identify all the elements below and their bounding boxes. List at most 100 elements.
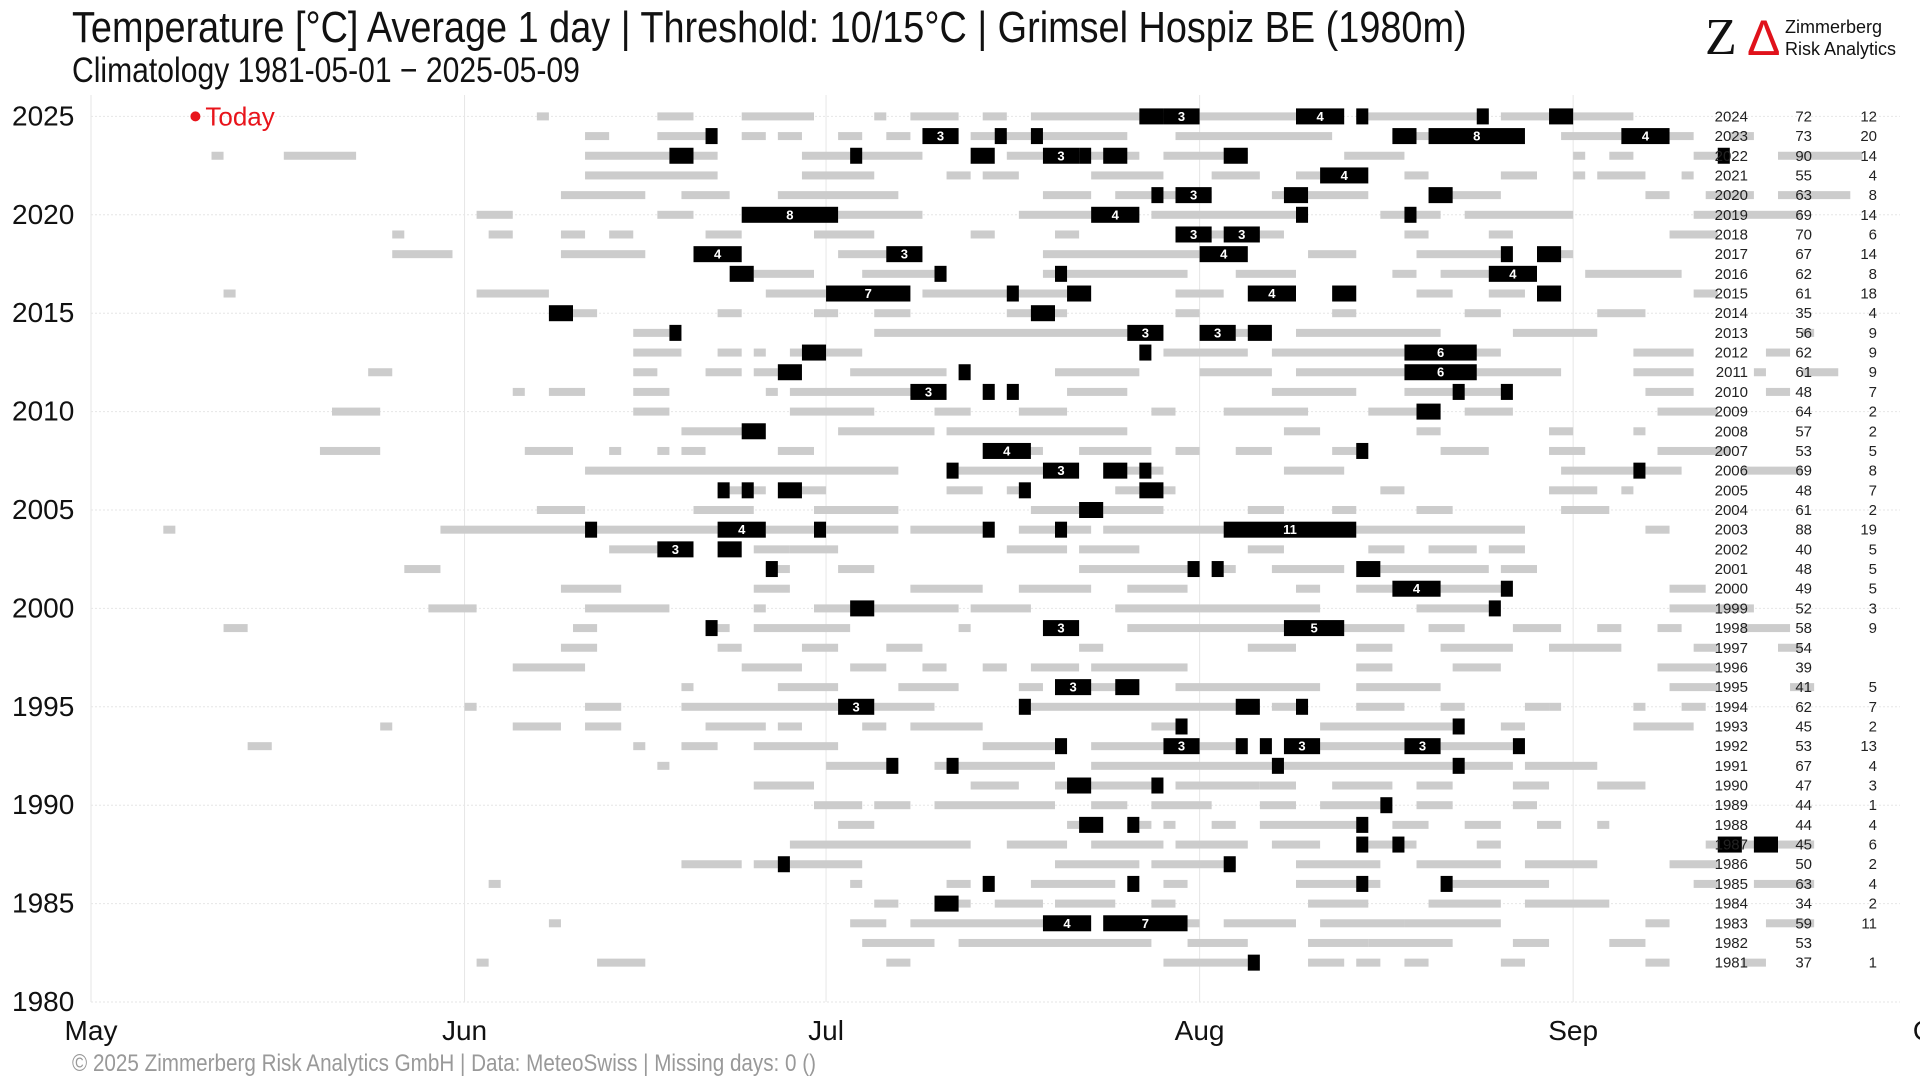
gray-bar <box>1464 407 1513 416</box>
gray-bar <box>814 230 875 239</box>
row-year-label: 2011 <box>1716 364 1748 381</box>
gray-bar <box>946 171 971 180</box>
gray-bar <box>681 446 706 455</box>
run-length-label: 4 <box>1413 581 1421 596</box>
row-year-label: 2010 <box>1715 384 1748 401</box>
black-bar <box>1488 600 1501 617</box>
gray-bar <box>1512 781 1550 790</box>
gray-bar <box>1030 702 1260 711</box>
gray-bar <box>705 230 742 239</box>
gray-bar <box>1633 348 1694 357</box>
black-bar <box>693 246 742 263</box>
gray-bar <box>1055 899 1116 908</box>
row-count-10: 57 <box>1795 423 1812 440</box>
row-year-label: 2022 <box>1715 148 1748 165</box>
gray-bar <box>958 466 1055 475</box>
run-length-label: 5 <box>1310 621 1317 636</box>
black-bar <box>946 462 959 479</box>
gray-bar <box>1404 919 1501 928</box>
gray-bar <box>1561 466 1682 475</box>
gray-bar <box>657 112 694 121</box>
gray-bar <box>1549 427 1574 436</box>
row-count-15: 2 <box>1869 423 1877 440</box>
gray-bar <box>512 722 561 731</box>
row-year-label: 1985 <box>1715 876 1748 893</box>
black-bar <box>814 521 827 538</box>
gray-bar <box>1597 309 1646 318</box>
gray-bar <box>1055 368 1140 377</box>
row-count-10: 70 <box>1795 226 1812 243</box>
gray-bar <box>777 191 899 200</box>
black-bar <box>1452 718 1465 735</box>
gray-bar <box>1802 328 1815 337</box>
gray-bar <box>1693 879 1718 888</box>
gray-bar <box>1705 191 1754 200</box>
gray-bar <box>1561 132 1622 141</box>
black-bar <box>777 482 802 499</box>
gray-bar <box>910 722 983 731</box>
gray-bar <box>814 801 863 810</box>
gray-bar <box>1488 230 1513 239</box>
gray-bar <box>1006 840 1068 849</box>
gray-bar <box>1669 604 1754 613</box>
run-length-label: 3 <box>1142 325 1149 340</box>
gray-bar <box>982 663 1007 672</box>
row-year-label: 2018 <box>1715 226 1748 243</box>
gray-bar <box>801 643 839 652</box>
black-bar <box>1283 187 1309 204</box>
gray-bar <box>789 840 971 849</box>
gray-bar <box>681 742 718 751</box>
black-bar <box>1079 816 1104 833</box>
row-count-15: 19 <box>1860 522 1877 539</box>
gray-bar <box>1693 210 1803 219</box>
gray-bar <box>633 328 670 337</box>
row-count-15: 11 <box>1861 915 1877 932</box>
y-tick-label: 2025 <box>12 100 74 131</box>
gray-bar <box>1765 919 1815 928</box>
gray-bar <box>585 702 622 711</box>
gray-bar <box>789 545 839 554</box>
black-bar <box>801 344 827 361</box>
gray-bar <box>1500 958 1525 967</box>
gray-bar <box>922 663 947 672</box>
gray-bar <box>1175 309 1200 318</box>
gray-bar <box>970 781 1019 790</box>
gray-bar <box>1404 230 1429 239</box>
gray-bar <box>753 624 851 633</box>
black-bar <box>1404 344 1477 361</box>
row-count-15: 3 <box>1869 778 1877 795</box>
gray-bar <box>1018 210 1140 219</box>
black-bar <box>1199 246 1248 263</box>
gray-bar <box>753 860 790 869</box>
row-count-15: 9 <box>1869 345 1877 362</box>
black-bar <box>669 147 694 164</box>
y-tick-label: 2020 <box>12 199 74 230</box>
gray-bar <box>753 584 790 593</box>
gray-bar <box>657 210 694 219</box>
gray-bar <box>1175 446 1200 455</box>
run-length-label: 4 <box>1003 443 1011 458</box>
run-length-label: 8 <box>786 207 793 222</box>
black-bar <box>1512 738 1525 755</box>
black-bar <box>585 521 598 538</box>
gray-bar <box>1308 938 1369 947</box>
gray-bar <box>741 132 766 141</box>
gray-bar <box>560 250 646 259</box>
black-bar <box>934 265 947 282</box>
gray-bar <box>838 132 863 141</box>
gray-bar <box>1163 879 1188 888</box>
row-count-10: 45 <box>1795 718 1812 735</box>
black-bar <box>1392 580 1441 597</box>
black-bar <box>946 757 959 774</box>
gray-bar <box>573 624 598 633</box>
row-year-label: 1982 <box>1715 935 1748 952</box>
black-bar <box>1392 128 1417 145</box>
gray-bar <box>1524 899 1610 908</box>
run-length-label: 3 <box>672 542 679 557</box>
black-bar <box>1079 147 1092 164</box>
row-count-15: 4 <box>1869 817 1877 834</box>
gray-bar <box>1332 506 1357 514</box>
company-logo: Z Δ Zimmerberg Risk Analytics <box>1705 12 1905 65</box>
row-year-label: 1999 <box>1715 600 1748 617</box>
black-bar <box>1500 383 1513 400</box>
